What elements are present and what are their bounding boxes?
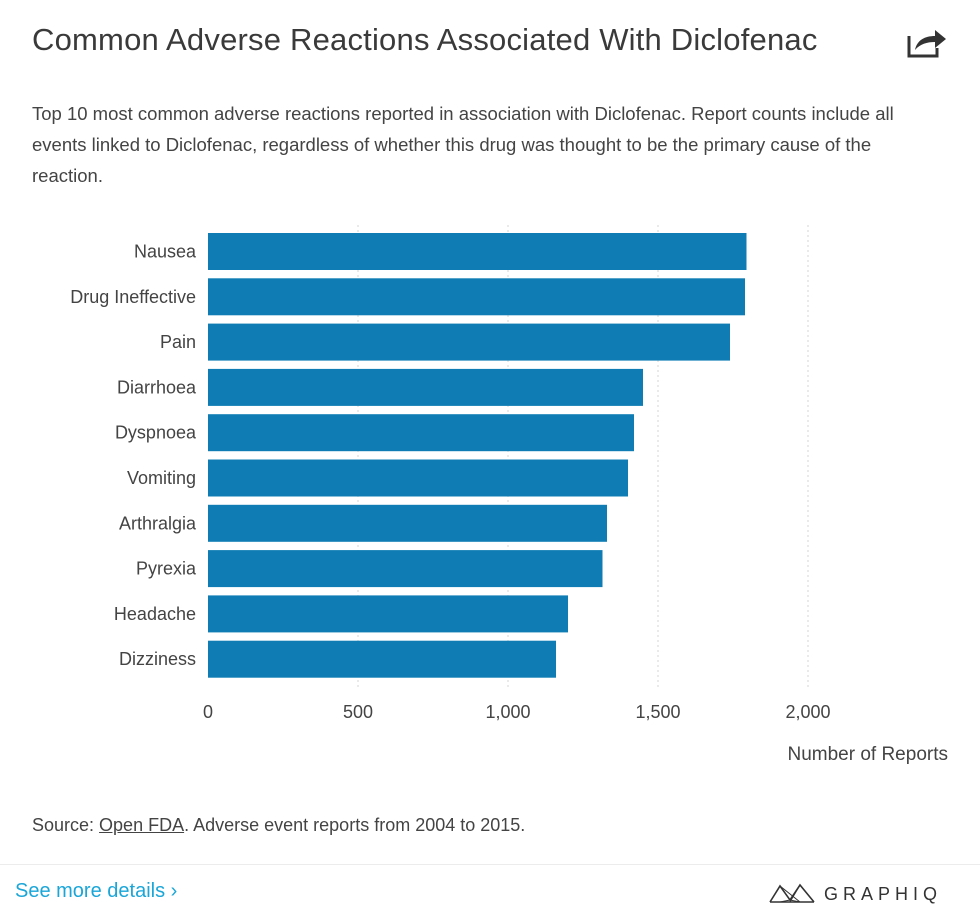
x-tick-label: 1,500 xyxy=(635,702,680,722)
bar-pyrexia[interactable] xyxy=(208,550,603,588)
bar-diarrhoea[interactable] xyxy=(208,368,643,406)
chart-title: Common Adverse Reactions Associated With… xyxy=(32,22,818,57)
category-label: Dizziness xyxy=(119,649,196,669)
category-labels: Nausea Drug Ineffective Pain Diarrhoea Dyspn… xyxy=(70,242,197,670)
bars xyxy=(208,233,747,678)
bar-vomiting[interactable] xyxy=(208,459,628,497)
category-label: Vomiting xyxy=(127,468,196,488)
category-label: Nausea xyxy=(134,242,197,262)
bar-dyspnoea[interactable] xyxy=(208,414,634,452)
footer-divider xyxy=(0,864,980,865)
brand-name: GRAPHIQ xyxy=(824,883,943,904)
source-suffix: . Adverse event reports from 2004 to 201… xyxy=(184,815,526,835)
bar-headache[interactable] xyxy=(208,595,568,633)
share-button[interactable] xyxy=(905,24,949,60)
bar-drug-ineffective[interactable] xyxy=(208,278,745,316)
x-tick-label: 500 xyxy=(343,702,373,722)
category-label: Diarrhoea xyxy=(117,377,197,397)
graphiq-logo[interactable]: GRAPHIQ xyxy=(768,881,942,907)
bar-chart: Nausea Drug Ineffective Pain Diarrhoea Dyspn… xyxy=(70,225,948,765)
see-more-details-link[interactable]: See more details › xyxy=(15,880,178,902)
bar-arthralgia[interactable] xyxy=(208,504,607,542)
category-label: Drug Ineffective xyxy=(70,287,196,307)
chart-description: Top 10 most common adverse reactions rep… xyxy=(32,103,894,186)
graphiq-logo-icon xyxy=(769,883,815,903)
category-label: Pyrexia xyxy=(136,559,197,579)
share-icon xyxy=(907,30,946,58)
x-tick-label: 0 xyxy=(203,702,213,722)
source-note: Source: Open FDA. Adverse event reports … xyxy=(32,815,525,836)
tick-labels: 0 500 1,000 1,500 2,000 xyxy=(203,702,831,722)
bar-dizziness[interactable] xyxy=(208,640,556,678)
x-tick-label: 2,000 xyxy=(785,702,830,722)
bar-nausea[interactable] xyxy=(208,233,747,270)
category-label: Headache xyxy=(114,604,196,624)
bar-pain[interactable] xyxy=(208,323,730,361)
source-prefix: Source: xyxy=(32,815,100,835)
category-label: Arthralgia xyxy=(119,513,197,533)
category-label: Dyspnoea xyxy=(115,423,197,443)
category-label: Pain xyxy=(160,332,196,352)
x-tick-label: 1,000 xyxy=(485,702,530,722)
x-axis-label: Number of Reports xyxy=(787,744,948,765)
open-fda-link[interactable]: Open FDA xyxy=(99,815,185,835)
